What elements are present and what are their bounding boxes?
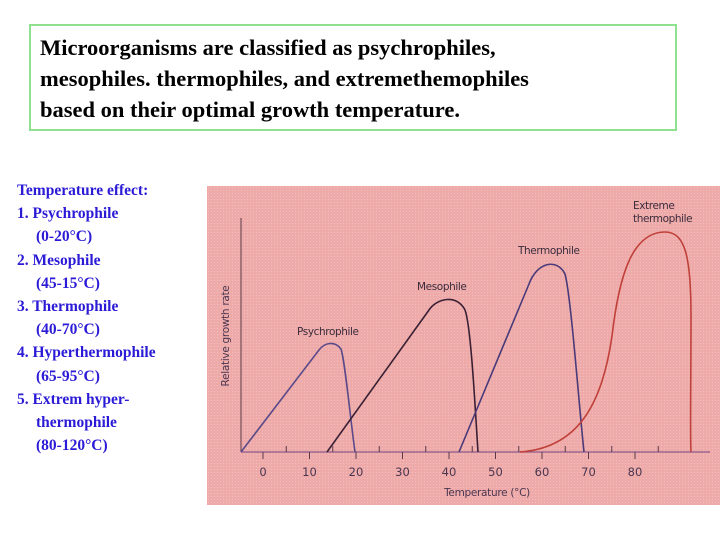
x-tick-label: 50 — [488, 465, 503, 479]
x-tick-label: 10 — [302, 465, 317, 479]
y-axis-label: Relative growth rate — [220, 286, 232, 387]
curve-thermophile — [458, 263, 585, 453]
x-tick-label: 60 — [535, 465, 550, 479]
legend-range-mesophile: (45-15°C) — [36, 274, 100, 292]
label-psychrophile: Psychrophile — [297, 326, 359, 338]
legend-range-extreme-hyperthermophile: (80-120°C) — [36, 437, 108, 455]
legend-range-psychrophile: (0-20°C) — [36, 228, 93, 246]
temperature-legend: Temperature effect: 1. Psychrophile (0-2… — [17, 179, 207, 457]
legend-item-extreme-hyperthermophile-cont: thermophile — [36, 414, 117, 432]
legend-range-thermophile: (40-70°C) — [36, 321, 100, 339]
curve-extreme-thermophile — [519, 231, 692, 453]
x-axis-label: Temperature (°C) — [443, 487, 530, 499]
label-thermophile: Thermophile — [517, 245, 580, 257]
legend-item-mesophile: 2. Mesophile — [17, 251, 101, 269]
label-extreme-line2: thermophile — [633, 213, 692, 225]
x-axis-ticks — [262, 446, 659, 459]
title-line-2: mesophiles. thermophiles, and extremethe… — [40, 66, 529, 91]
x-axis-tick-labels: 0 10 20 30 40 50 60 70 80 — [259, 465, 642, 479]
legend-item-extreme-hyperthermophile: 5. Extrem hyper- — [17, 390, 130, 408]
title-box: Microorganisms are classified as psychro… — [29, 24, 677, 131]
label-mesophile: Mesophile — [417, 281, 466, 293]
legend-range-hyperthermophile: (65-95°C) — [36, 367, 100, 385]
curve-mesophile — [326, 298, 479, 453]
x-tick-label: 0 — [259, 465, 266, 479]
legend-item-thermophile: 3. Thermophile — [17, 298, 119, 316]
legend-item-hyperthermophile: 4. Hyperthermophile — [17, 344, 156, 362]
x-tick-label: 30 — [395, 465, 410, 479]
x-tick-label: 80 — [628, 465, 643, 479]
title-text: Microorganisms are classified as psychro… — [40, 32, 675, 125]
chart-svg: 0 10 20 30 40 50 60 70 80 Temperature (°C) Relat… — [220, 200, 710, 499]
label-extreme-line1: Extreme — [633, 200, 674, 212]
x-tick-label: 40 — [442, 465, 457, 479]
legend-heading: Temperature effect: — [17, 182, 149, 199]
x-tick-label: 70 — [581, 465, 596, 479]
x-tick-label: 20 — [349, 465, 364, 479]
title-line-3: based on their optimal growth temperatur… — [40, 97, 460, 122]
legend-item-psychrophile: 1. Psychrophile — [17, 205, 119, 223]
title-line-1: Microorganisms are classified as psychro… — [40, 35, 496, 60]
growth-rate-chart: 0 10 20 30 40 50 60 70 80 Temperature (°C) Relat… — [207, 186, 720, 505]
